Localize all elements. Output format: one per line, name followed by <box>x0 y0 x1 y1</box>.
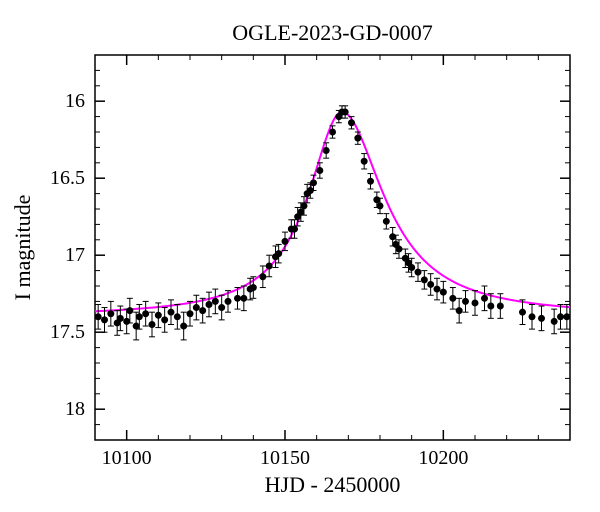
y-tick-label: 17 <box>65 244 85 266</box>
data-point <box>520 309 526 315</box>
data-point <box>301 203 307 209</box>
data-point <box>482 295 488 301</box>
data-point <box>133 323 139 329</box>
data-point <box>374 197 380 203</box>
data-point <box>143 311 149 317</box>
y-tick-label: 17.5 <box>50 321 85 343</box>
data-point <box>225 298 231 304</box>
data-point <box>260 274 266 280</box>
data-point <box>428 281 434 287</box>
data-point <box>440 289 446 295</box>
data-point <box>241 295 247 301</box>
data-point <box>266 263 272 269</box>
data-point <box>187 311 193 317</box>
data-point <box>282 238 288 244</box>
data-point <box>124 318 130 324</box>
y-tick-label: 16 <box>65 90 85 112</box>
data-point <box>383 218 389 224</box>
x-tick-label: 10150 <box>260 447 310 469</box>
data-point <box>276 251 282 257</box>
data-point <box>108 311 114 317</box>
data-point <box>361 158 367 164</box>
data-point <box>456 308 462 314</box>
lightcurve-chart: OGLE-2023-GD-0007 HJD - 2450000 I magnit… <box>0 0 600 512</box>
data-point <box>409 265 415 271</box>
data-point <box>155 312 161 318</box>
data-point <box>539 315 545 321</box>
chart-title: OGLE-2023-GD-0007 <box>232 20 432 45</box>
data-point <box>450 295 456 301</box>
data-point <box>149 322 155 328</box>
data-point <box>250 285 256 291</box>
data-point <box>396 246 402 252</box>
data-point <box>298 209 304 215</box>
x-tick-label: 10200 <box>418 447 468 469</box>
y-tick-label: 18 <box>65 398 85 420</box>
data-point <box>317 168 323 174</box>
data-point <box>488 303 494 309</box>
data-point <box>311 180 317 186</box>
data-point <box>330 129 336 135</box>
x-axis-label: HJD - 2450000 <box>265 472 401 497</box>
data-point <box>415 269 421 275</box>
data-point <box>200 308 206 314</box>
data-point <box>342 109 348 115</box>
data-point <box>368 178 374 184</box>
y-axis-label: I magnitude <box>10 195 35 301</box>
data-point <box>117 315 123 321</box>
data-point <box>127 308 133 314</box>
data-point <box>349 120 355 126</box>
data-point <box>355 135 361 141</box>
data-point <box>292 226 298 232</box>
data-point <box>472 300 478 306</box>
data-point <box>235 295 241 301</box>
data-point <box>529 314 535 320</box>
x-tick-label: 10100 <box>102 447 152 469</box>
data-point <box>95 314 101 320</box>
data-point <box>307 188 313 194</box>
data-point <box>421 277 427 283</box>
data-point <box>551 318 557 324</box>
data-point <box>219 305 225 311</box>
data-point <box>212 298 218 304</box>
data-point <box>323 147 329 153</box>
data-point <box>174 314 180 320</box>
data-point <box>558 314 564 320</box>
chart-background <box>0 0 600 512</box>
data-point <box>136 314 142 320</box>
y-tick-label: 16.5 <box>50 167 85 189</box>
data-point <box>102 317 108 323</box>
data-point <box>206 301 212 307</box>
data-point <box>463 298 469 304</box>
data-point <box>181 323 187 329</box>
data-point <box>193 305 199 311</box>
data-point <box>390 234 396 240</box>
data-point <box>168 309 174 315</box>
data-point <box>162 317 168 323</box>
data-point <box>377 203 383 209</box>
data-point <box>434 286 440 292</box>
data-point <box>497 303 503 309</box>
data-point <box>564 314 570 320</box>
